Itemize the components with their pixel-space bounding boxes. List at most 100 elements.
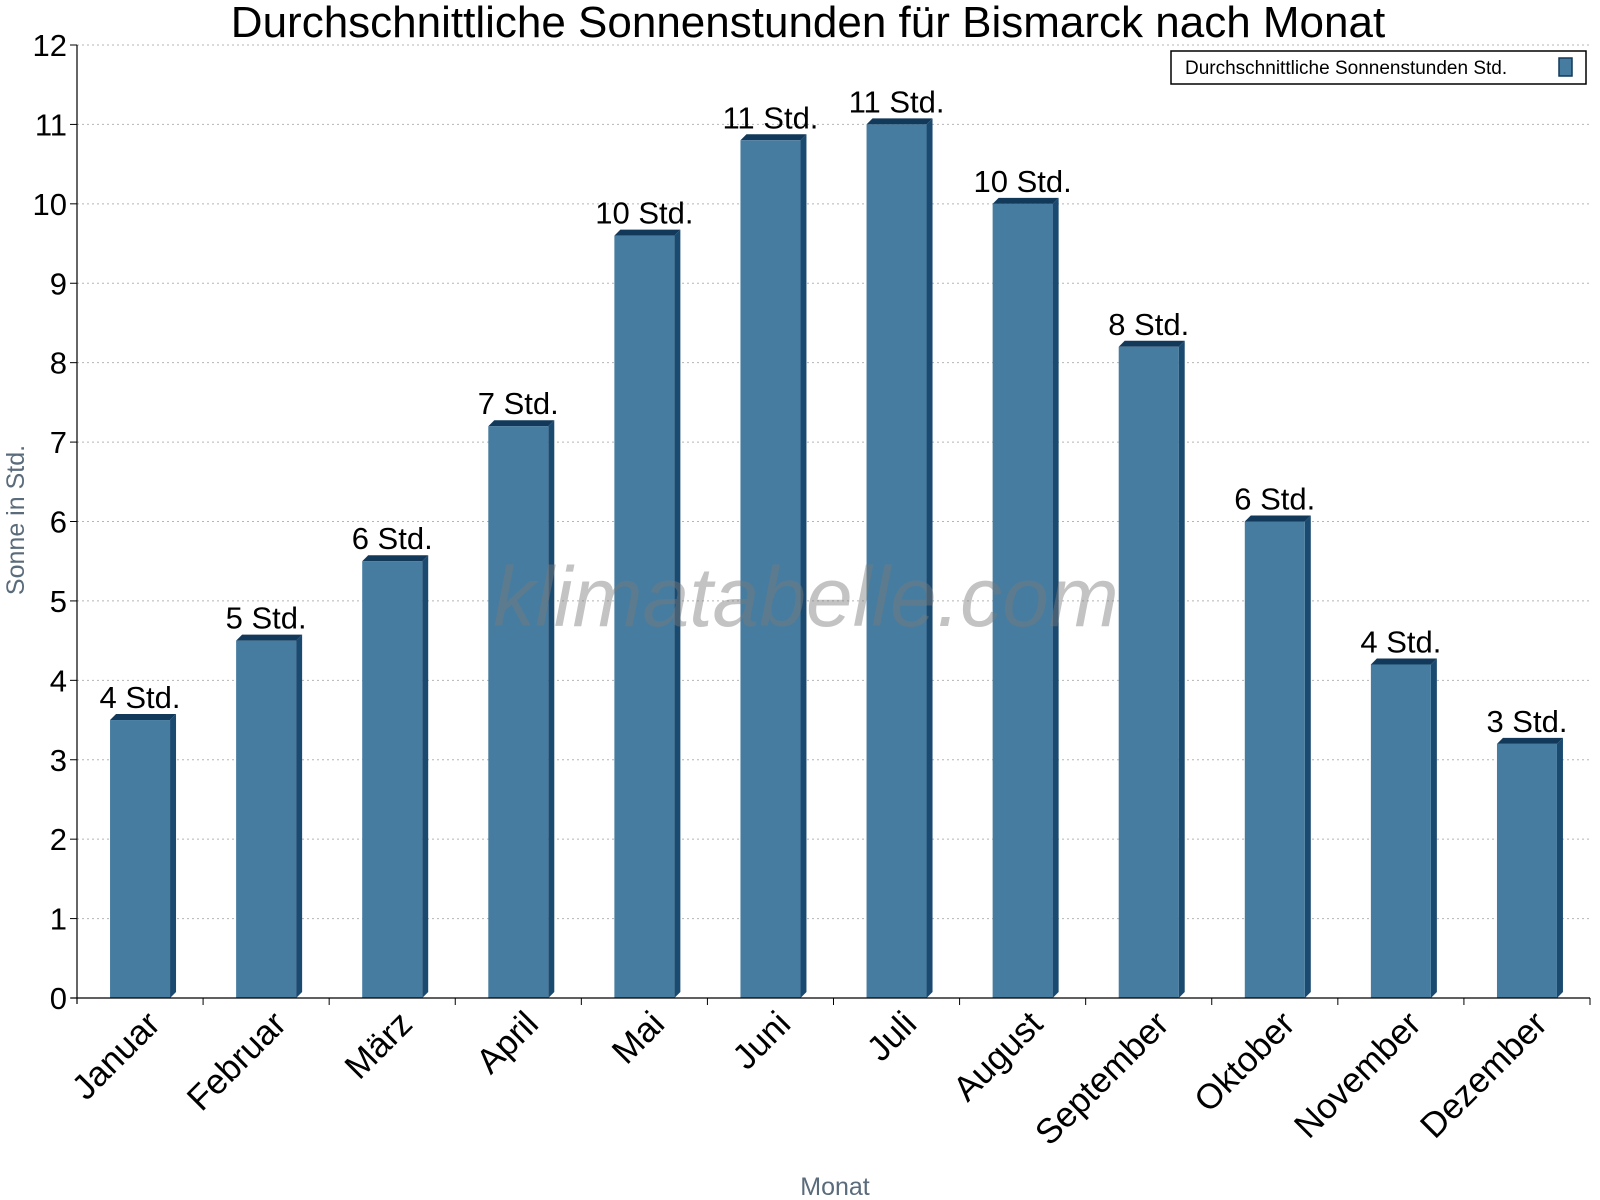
data-label: 11 Std.: [722, 100, 818, 135]
bar-side: [1430, 658, 1437, 998]
y-tick-label: 1: [50, 902, 67, 937]
y-tick-label: 8: [50, 346, 67, 381]
data-label: 4 Std.: [1360, 624, 1441, 659]
bar-front: [740, 140, 801, 999]
chart-title: Durchschnittliche Sonnenstunden für Bism…: [231, 0, 1385, 47]
bar: [740, 134, 807, 999]
x-tick-label: März: [337, 1004, 420, 1087]
bar-front: [614, 235, 675, 999]
bar: [614, 229, 681, 999]
bar: [488, 420, 555, 998]
bar: [362, 555, 429, 998]
y-tick-label: 7: [50, 425, 67, 460]
data-label: 5 Std.: [226, 601, 307, 636]
bar: [1244, 515, 1311, 998]
data-label: 8 Std.: [1108, 307, 1189, 342]
y-tick-label: 9: [50, 266, 67, 301]
bar-top: [1370, 658, 1437, 665]
y-tick-label: 12: [33, 28, 67, 63]
bar-side: [422, 555, 429, 998]
bar-top: [614, 229, 681, 236]
data-label: 10 Std.: [595, 196, 693, 231]
data-label: 7 Std.: [478, 386, 559, 421]
bar-top: [1244, 515, 1311, 522]
bar: [1496, 737, 1563, 998]
y-tick-label: 3: [50, 743, 67, 778]
bar: [1118, 340, 1185, 998]
y-tick-label: 4: [50, 663, 67, 698]
x-tick-label: November: [1287, 1004, 1429, 1146]
bar: [236, 634, 303, 998]
bar: [992, 197, 1059, 999]
axes: [71, 45, 1590, 1004]
bar-top: [362, 555, 429, 562]
x-tick-label: Oktober: [1187, 1004, 1303, 1120]
watermark: klimatabelle.com: [493, 550, 1119, 644]
data-label: 4 Std.: [100, 680, 181, 715]
y-tick-label: 2: [50, 822, 67, 857]
legend-label: Durchschnittliche Sonnenstunden Std.: [1185, 58, 1507, 79]
y-tick-label: 5: [50, 584, 67, 619]
data-label: 3 Std.: [1486, 704, 1567, 739]
bar-front: [110, 720, 171, 998]
y-tick-label: 11: [35, 107, 67, 142]
bar-side: [170, 714, 177, 998]
x-tick-label: Mai: [605, 1004, 672, 1071]
y-tick-label: 10: [33, 187, 67, 222]
bar: [110, 714, 177, 998]
x-axis-label: Monat: [800, 1173, 870, 1200]
bar-side: [1556, 737, 1563, 998]
y-tick-label: 6: [50, 505, 67, 540]
grid-lines: [77, 44, 1590, 920]
y-axis-label: Sonne in Std.: [2, 445, 30, 595]
data-labels: 4 Std. 5 Std. 6 Std. 7 Std. 10 Std. 11 Std. 11…: [100, 84, 1568, 738]
x-tick-label: Februar: [180, 1004, 294, 1118]
data-label: 10 Std.: [974, 164, 1072, 199]
bar-front: [1370, 664, 1431, 998]
legend-swatch: [1558, 57, 1573, 77]
x-tick-label: April: [469, 1004, 546, 1081]
bar-front: [1244, 521, 1305, 998]
x-tick-label: August: [946, 1004, 1051, 1109]
bar-side: [296, 634, 303, 998]
x-tick-label: Juni: [725, 1004, 798, 1077]
data-label: 6 Std.: [352, 521, 433, 556]
bar-side: [548, 420, 555, 998]
bar: [866, 118, 933, 998]
x-tick-label: Juli: [859, 1004, 924, 1069]
bar-front: [1118, 346, 1179, 998]
bar-front: [362, 561, 423, 998]
bar-front: [488, 426, 549, 998]
bar-top: [740, 134, 807, 141]
legend-box: [1170, 50, 1587, 85]
bar-top: [992, 197, 1059, 204]
bar-top: [1118, 340, 1185, 347]
bar-top: [236, 634, 303, 641]
bar-front: [236, 640, 297, 998]
bar-series: [110, 118, 1563, 999]
data-label: 6 Std.: [1234, 482, 1315, 517]
bar-side: [926, 118, 933, 998]
x-tick-label: September: [1028, 1004, 1177, 1153]
bar-front: [992, 203, 1053, 999]
bar-top: [110, 714, 177, 721]
x-tick-label: Dezember: [1413, 1004, 1555, 1146]
bar-front: [866, 124, 927, 998]
legend: Durchschnittliche Sonnenstunden Std.: [1170, 50, 1587, 85]
bar-side: [800, 134, 807, 999]
bar: [1370, 658, 1437, 998]
bar-top: [1496, 737, 1563, 744]
data-label: 11 Std.: [849, 84, 945, 119]
bar-side: [1178, 340, 1185, 998]
bar-top: [866, 118, 933, 125]
bar-front: [1496, 743, 1557, 998]
bar-side: [1052, 197, 1059, 999]
x-axis-ticks: Januar Februar März April Mai Juni Juli AugustS…: [64, 998, 1591, 1153]
bar-side: [1304, 515, 1311, 998]
y-tick-label: 0: [50, 981, 67, 1016]
x-tick-label: Januar: [64, 1004, 167, 1107]
bar-side: [674, 229, 681, 999]
bar-top: [488, 420, 555, 427]
